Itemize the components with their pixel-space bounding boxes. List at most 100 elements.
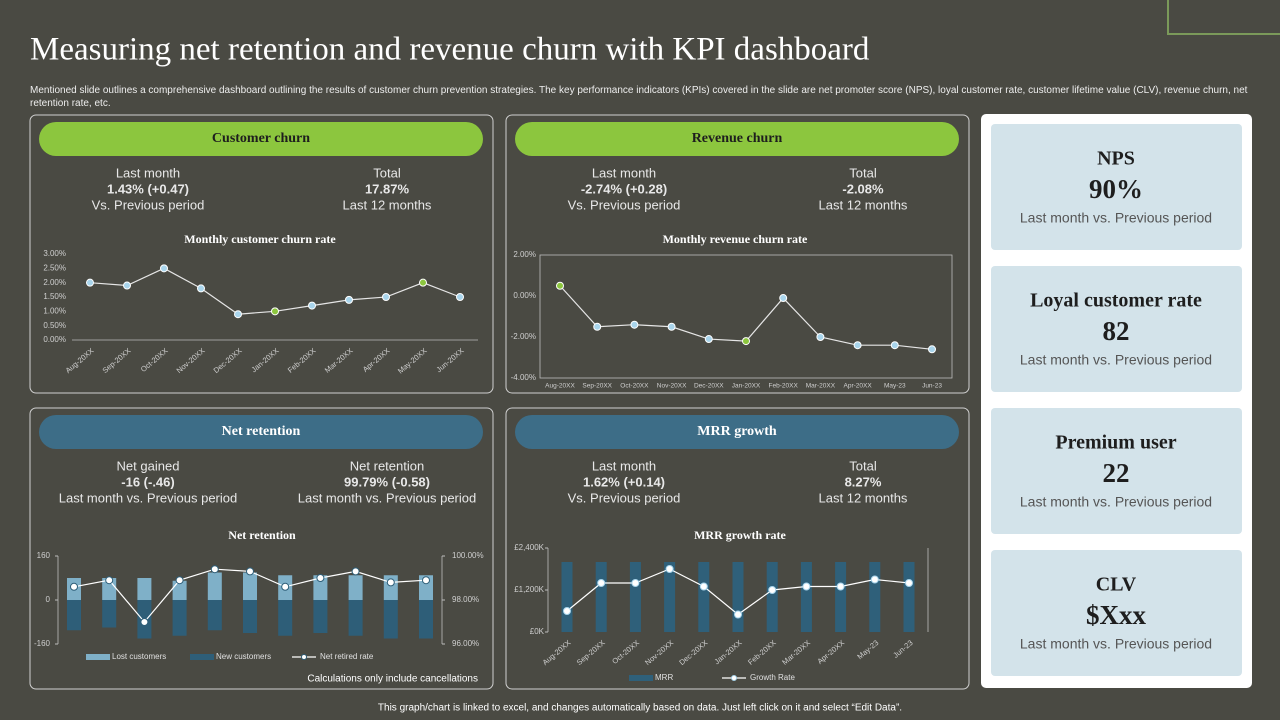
bar <box>67 600 81 631</box>
legend-label: MRR <box>655 673 673 682</box>
point <box>351 567 360 576</box>
bar <box>800 562 812 632</box>
kpi-note: Last month vs. Previous period <box>1020 494 1212 510</box>
stat-note: Last month vs. Previous period <box>59 490 237 505</box>
stat-label: Net gained <box>117 458 180 473</box>
stat-note: Last month vs. Previous period <box>298 490 476 505</box>
point <box>345 295 353 304</box>
legend-swatch <box>629 675 653 681</box>
point <box>140 618 149 626</box>
footnote: Calculations only include cancellations <box>307 674 478 685</box>
chart-title: Monthly customer churn rate <box>184 232 336 246</box>
bar <box>383 600 398 639</box>
y-tick-label: 0.00% <box>513 291 536 300</box>
stat-value: -16 (-.46) <box>121 474 174 489</box>
legend-label: Growth Rate <box>750 673 795 682</box>
legend-swatch <box>731 675 737 681</box>
bar <box>278 600 293 636</box>
stat-value: -2.74% (+0.28) <box>581 181 667 196</box>
stat-label: Last month <box>116 165 180 180</box>
kpi-note: Last month vs. Previous period <box>1020 636 1212 652</box>
x-tick-label: Apr-20XX <box>361 346 392 374</box>
stat-value: 8.27% <box>845 474 882 489</box>
y-tick-label: 2.00% <box>513 250 536 259</box>
point <box>105 576 114 585</box>
x-tick-label: Dec-20XX <box>677 638 709 667</box>
y-tick-label: 160 <box>37 551 51 560</box>
plot-frame <box>539 254 953 379</box>
line <box>89 267 461 315</box>
stat-note: Vs. Previous period <box>568 490 681 505</box>
kpi-card <box>991 550 1242 676</box>
legend-swatch <box>190 654 214 660</box>
kpi-panel <box>981 114 1252 688</box>
legend-label: Net retired rate <box>320 652 374 661</box>
x-tick-label: Oct-20XX <box>610 638 641 666</box>
stat-note: Last 12 months <box>819 490 908 505</box>
x-tick-label: Dec-20XX <box>212 346 244 375</box>
x-tick-label: Aug-20XX <box>541 638 573 667</box>
y-tick-label: £2,400K <box>514 543 544 552</box>
x-tick-label: Apr-20XX <box>815 638 846 666</box>
kpi-value: 22 <box>1103 458 1130 488</box>
point <box>890 341 899 350</box>
bar <box>207 572 222 600</box>
point <box>281 582 290 591</box>
stat-label: Total <box>849 458 877 473</box>
kpi-value: $Xxx <box>1086 600 1146 630</box>
legend-label: Lost customers <box>112 652 166 661</box>
stat-label: Net retention <box>350 458 424 473</box>
stat-note: Vs. Previous period <box>92 197 205 212</box>
y2-tick-label: 96.00% <box>452 639 479 648</box>
point <box>734 610 742 619</box>
kpi-title: Loyal customer rate <box>1030 290 1202 312</box>
point <box>175 576 184 585</box>
x-tick-label: Mar-20XX <box>806 383 836 390</box>
kpi-note: Last month vs. Previous period <box>1020 352 1212 368</box>
legend-swatch <box>86 654 110 660</box>
x-tick-label: May-23 <box>855 638 880 661</box>
stat-label: Last month <box>592 165 656 180</box>
x-tick-label: Feb-20XX <box>286 346 318 375</box>
point <box>382 293 390 301</box>
bar <box>419 600 433 639</box>
x-tick-label: Sep-20XX <box>582 383 612 390</box>
point <box>905 579 913 587</box>
bar <box>172 580 187 600</box>
panel <box>29 114 494 394</box>
point <box>86 278 94 287</box>
point <box>836 582 845 591</box>
stat-note: Last 12 months <box>819 197 908 212</box>
decoration <box>1167 0 1280 35</box>
panel-title: Revenue churn <box>692 131 783 146</box>
point <box>779 294 788 303</box>
panel-header <box>515 415 959 449</box>
panel <box>505 407 970 690</box>
x-tick-label: Jan-20XX <box>250 346 281 374</box>
point <box>308 301 316 310</box>
y-tick-label: 0 <box>46 595 51 604</box>
bar <box>835 562 847 632</box>
y-tick-label: -2.00% <box>511 332 536 341</box>
bar <box>903 562 915 632</box>
bar <box>313 600 328 633</box>
x-tick-label: Oct-20XX <box>620 383 649 390</box>
point <box>563 607 571 615</box>
point <box>665 565 674 573</box>
y-tick-label: £1,200K <box>514 585 544 594</box>
point <box>853 341 862 350</box>
kpi-value: 90% <box>1089 174 1143 204</box>
point <box>197 284 205 293</box>
point <box>556 281 564 290</box>
kpi-card <box>991 124 1242 250</box>
panel-header <box>39 122 483 156</box>
x-tick-label: Apr-20XX <box>844 383 873 390</box>
point <box>123 281 131 290</box>
point <box>386 578 395 587</box>
point <box>928 345 936 354</box>
y-tick-label: £0K <box>530 627 545 636</box>
x-tick-label: May-23 <box>884 383 906 390</box>
x-tick-label: Oct-20XX <box>139 346 170 374</box>
